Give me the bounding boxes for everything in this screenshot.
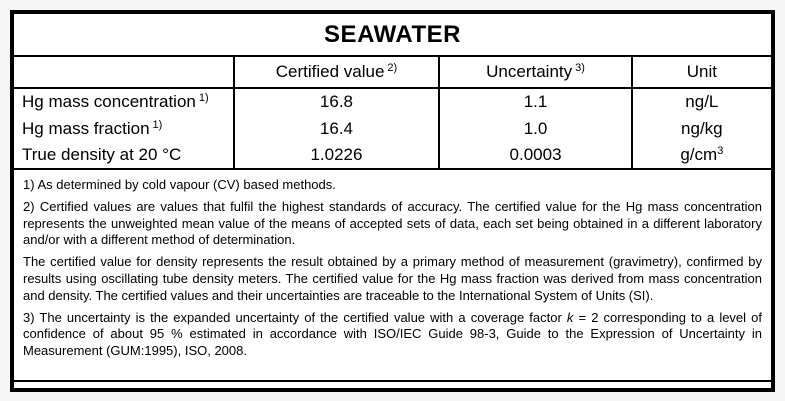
row-certified-value: 16.8 [232, 88, 440, 115]
footnote-ref-3: 3) [575, 62, 585, 74]
row-certified-value: 1.0226 [232, 142, 440, 170]
table-row: Hg mass fraction 1) 16.4 1.0 ng/kg [14, 115, 771, 142]
row-unit: ng/kg [630, 115, 771, 142]
bottom-margin [14, 382, 771, 388]
certified-values-table: Certified value 2) Uncertainty 3) Unit Hg … [14, 57, 771, 170]
footnote-ref-2: 2) [387, 62, 398, 74]
footnote-2: 2) Certified values are values that fulf… [23, 198, 762, 248]
footnote-ref-1: 1) [152, 118, 163, 131]
row-param-label: True density at 20 °C [14, 142, 234, 170]
page-title: SEAWATER [324, 20, 461, 48]
row-uncertainty: 1.0 [438, 115, 632, 142]
header-parameter [14, 57, 234, 89]
row-certified-value: 16.4 [232, 115, 440, 142]
row-param-label: Hg mass fraction 1) [22, 118, 163, 138]
row-unit: g/cm3 [630, 142, 771, 170]
footnote-ref-1: 1) [198, 92, 209, 104]
footnote-1: 1) As determined by cold vapour (CV) bas… [23, 177, 336, 192]
document-title-row: SEAWATER [14, 14, 771, 57]
footnote-3: 3) The uncertainty is the expanded uncer… [23, 309, 762, 359]
row-uncertainty: 0.0003 [438, 142, 632, 170]
row-param-label: Hg mass concentration 1) [22, 92, 209, 111]
unit-exponent: 3 [717, 145, 724, 157]
coverage-factor-k: k [566, 309, 574, 325]
certificate-document: SEAWATER Certified value 2) Uncertainty 3)… [10, 10, 775, 392]
footnote-2-continued: The certified value for density represen… [23, 254, 762, 303]
row-unit: ng/L [630, 88, 771, 115]
table-header-row: Certified value 2) Uncertainty 3) Unit [14, 57, 771, 89]
row-uncertainty: 1.1 [438, 88, 632, 115]
table-row: Hg mass concentration 1) 16.8 1.1 ng/L [14, 88, 771, 115]
header-certified-value: Certified value 2) [232, 57, 440, 89]
footnotes-section: 1) As determined by cold vapour (CV) bas… [14, 170, 771, 382]
header-unit: Unit [630, 57, 771, 89]
table-row: True density at 20 °C 1.0226 0.0003 g/cm… [14, 142, 771, 170]
header-uncertainty: Uncertainty 3) [438, 57, 632, 89]
